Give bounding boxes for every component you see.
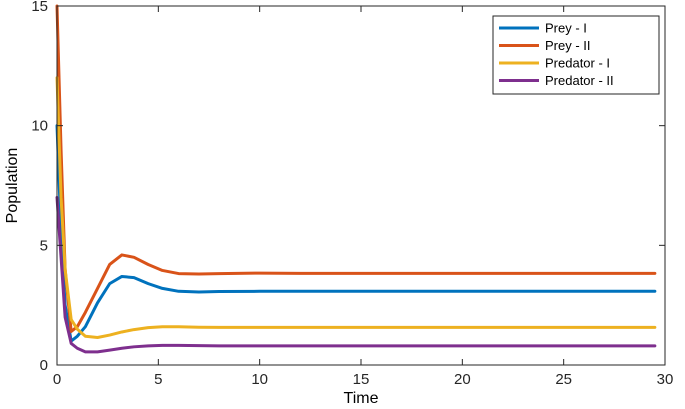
x-axis-label: Time xyxy=(344,390,379,407)
y-tick-label: 10 xyxy=(31,118,48,135)
x-tick-label: 0 xyxy=(53,371,61,388)
y-axis-label: Population xyxy=(4,148,21,224)
legend-entry: Prey - I xyxy=(545,21,587,36)
legend-entry: Prey - II xyxy=(545,38,591,53)
y-tick-label: 15 xyxy=(31,0,48,15)
x-tick-label: 5 xyxy=(154,371,162,388)
y-tick-label: 5 xyxy=(40,237,48,254)
x-tick-label: 25 xyxy=(555,371,572,388)
legend: Prey - I Prey - II Predator - I Predator - … xyxy=(492,15,660,95)
ticks: 0 5 10 15 20 25 30 0 5 10 15 xyxy=(31,0,673,388)
series-line-3 xyxy=(55,76,657,339)
legend-entry: Predator - I xyxy=(545,56,610,71)
x-tick-label: 30 xyxy=(657,371,674,388)
x-tick-label: 15 xyxy=(353,371,370,388)
y-tick-label: 0 xyxy=(40,357,48,374)
series-line-1 xyxy=(55,124,657,343)
x-tick-label: 10 xyxy=(251,371,268,388)
series-line-4 xyxy=(55,195,657,354)
series-lines xyxy=(55,4,657,354)
legend-entry: Predator - II xyxy=(545,73,614,88)
x-tick-label: 20 xyxy=(454,371,471,388)
series-line-2 xyxy=(55,4,657,333)
